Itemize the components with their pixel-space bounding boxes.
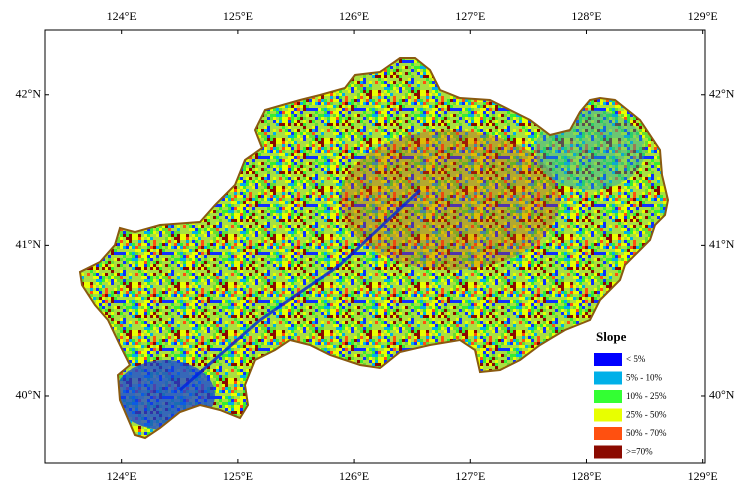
legend: Slope < 5% 5% - 10% 10% - 25% 25% - 50% 50% …	[588, 325, 698, 460]
y-tick-label: 42°N	[16, 87, 42, 101]
legend-swatch	[594, 390, 622, 403]
x-tick-label: 125°E	[223, 469, 253, 483]
y-tick-label: 40°N	[709, 388, 735, 402]
legend-swatch	[594, 408, 622, 422]
legend-label: >=70%	[626, 447, 653, 457]
legend-label: 25% - 50%	[626, 410, 667, 420]
y-tick-label: 42°N	[709, 87, 735, 101]
x-tick-label: 126°E	[339, 469, 369, 483]
x-tick-label: 129°E	[688, 9, 718, 23]
x-tick-label: 128°E	[571, 9, 601, 23]
x-tick-label: 129°E	[688, 469, 718, 483]
legend-swatch	[594, 445, 622, 459]
x-tick-label: 127°E	[455, 9, 485, 23]
legend-swatch	[594, 371, 622, 385]
legend-label: 50% - 70%	[626, 428, 667, 438]
legend-label: < 5%	[626, 354, 646, 364]
legend-label: 10% - 25%	[626, 391, 667, 401]
y-tick-label: 41°N	[709, 237, 735, 251]
x-tick-label: 125°E	[223, 9, 253, 23]
legend-swatch	[594, 353, 622, 366]
x-tick-label: 126°E	[339, 9, 369, 23]
x-tick-label: 124°E	[107, 469, 137, 483]
legend-swatch	[594, 427, 622, 440]
region-outline	[78, 57, 670, 440]
x-tick-label: 124°E	[107, 9, 137, 23]
x-tick-label: 128°E	[571, 469, 601, 483]
y-tick-label: 40°N	[16, 388, 42, 402]
legend-title: Slope	[596, 329, 627, 344]
y-tick-label: 41°N	[16, 237, 42, 251]
x-tick-label: 127°E	[455, 469, 485, 483]
map-frame	[44, 29, 706, 464]
legend-label: 5% - 10%	[626, 373, 662, 383]
